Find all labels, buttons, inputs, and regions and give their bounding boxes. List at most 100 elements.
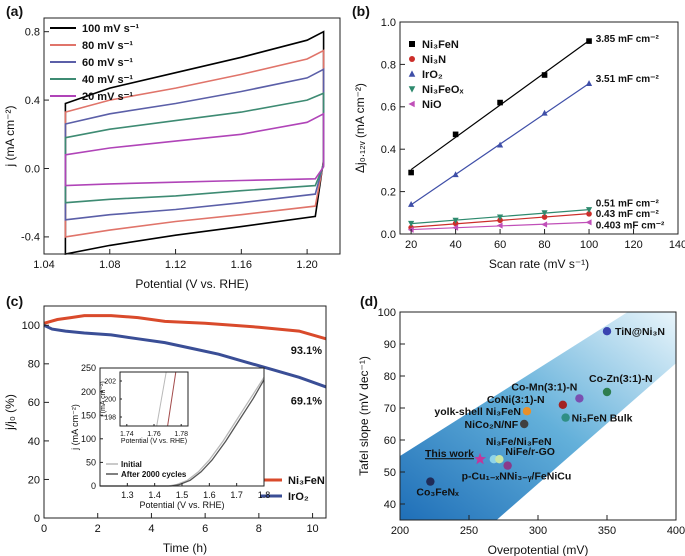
data-point bbox=[520, 419, 529, 429]
panel-c-xtick-label: 2 bbox=[95, 523, 101, 535]
cv-curve-20 bbox=[64, 112, 325, 187]
panel-b-xlabel: Scan rate (mV s⁻¹) bbox=[489, 257, 589, 271]
inset-xtick-label: 1.5 bbox=[176, 490, 189, 500]
data-point bbox=[408, 200, 415, 207]
zoom-ytick-label: 202 bbox=[104, 378, 116, 385]
legend-a-label: 40 mV s⁻¹ bbox=[82, 74, 133, 86]
panel-c-xtick-label: 0 bbox=[41, 523, 47, 535]
inset-ytick-label: 0 bbox=[91, 481, 96, 491]
legend-c-label: IrO₂ bbox=[288, 491, 309, 503]
point-label: Co₃FeNₓ bbox=[416, 487, 459, 499]
panel-d-xtick-label: 200 bbox=[391, 525, 409, 537]
zoom-xtick-label: 1.74 bbox=[120, 431, 134, 438]
inset-xlabel: Potential (V vs. RHE) bbox=[139, 500, 224, 510]
panel-a: (a) 1.04 1.08 1.12 1.16 1.20 -0.4 0.0 0.4 0.8 Pote… bbox=[3, 3, 341, 291]
panel-d-ytick-label: 80 bbox=[384, 371, 396, 383]
inset-xtick-label: 1.8 bbox=[258, 490, 271, 500]
end-label: 93.1% bbox=[291, 345, 322, 357]
inset-xtick-label: 1.3 bbox=[121, 490, 134, 500]
fit-slope-label: 0.403 mF cm⁻² bbox=[596, 220, 665, 231]
legend-b-label: Ni₃N bbox=[422, 54, 446, 66]
data-point bbox=[503, 461, 512, 470]
panel-b-xtick-label: 60 bbox=[494, 239, 506, 251]
panel-a-xtick-label: 1.04 bbox=[33, 259, 54, 271]
panel-b-xtick-label: 20 bbox=[405, 239, 417, 251]
data-point bbox=[602, 387, 612, 397]
inset-legend-label: Initial bbox=[121, 460, 142, 469]
data-point bbox=[575, 394, 584, 403]
zoom-ytick-label: 198 bbox=[104, 414, 116, 421]
panel-b-xtick-label: 40 bbox=[449, 239, 461, 251]
data-point bbox=[497, 99, 503, 106]
data-point bbox=[541, 210, 548, 217]
legend-a-label: 100 mV s⁻¹ bbox=[82, 23, 140, 35]
panel-c-ytick-label: 20 bbox=[28, 474, 40, 486]
panel-b-ytick-label: 1.0 bbox=[381, 17, 396, 29]
data-point bbox=[408, 169, 414, 176]
panel-b-xtick-label: 100 bbox=[580, 239, 598, 251]
point-label: NiFe/r-GO bbox=[505, 446, 555, 458]
data-point bbox=[585, 207, 593, 213]
panel-d-xtick-label: 400 bbox=[667, 525, 685, 537]
data-point bbox=[602, 327, 612, 336]
panel-c-xtick-label: 8 bbox=[256, 523, 262, 535]
panel-a-xtick-label: 1.12 bbox=[165, 259, 186, 271]
legend-b-label: Ni₃FeOₓ bbox=[422, 84, 464, 96]
point-label: TiN@Ni₃N bbox=[615, 326, 665, 338]
legend-b-marker bbox=[409, 56, 415, 62]
data-point bbox=[541, 109, 548, 116]
panel-a-frame bbox=[43, 17, 341, 255]
inset-ytick-label: 250 bbox=[81, 363, 96, 373]
panel-d-ylabel: Tafel slope (mV dec⁻¹) bbox=[357, 356, 371, 476]
data-point bbox=[522, 407, 532, 416]
panel-b-ytick-label: 0.4 bbox=[381, 144, 396, 156]
panel-a-xtick-label: 1.16 bbox=[231, 259, 252, 271]
panel-d: (d) TiN@Ni₃N Co-Zn(3:1)-N Co-Mn(3:1)-NCoNi(… bbox=[357, 293, 685, 556]
inset-curve bbox=[100, 379, 265, 487]
data-point bbox=[586, 38, 592, 44]
panel-b-ytick-label: 0.2 bbox=[381, 186, 396, 198]
panel-b-frame bbox=[399, 21, 679, 235]
point-label: yolk-shell Ni₃FeN bbox=[434, 406, 521, 418]
panel-c-xlabel: Time (h) bbox=[163, 541, 207, 555]
panel-d-ytick-label: 100 bbox=[378, 307, 396, 319]
panel-c-frame bbox=[43, 305, 327, 519]
legend-b-label: NiO bbox=[422, 99, 442, 111]
point-label: NiCo₂N/NF bbox=[465, 419, 519, 431]
panel-d-ytick-label: 50 bbox=[384, 467, 396, 479]
panel-d-xlabel: Overpotential (mV) bbox=[488, 543, 589, 556]
stability-curve bbox=[43, 323, 327, 389]
legend-b-label: Ni₃FeN bbox=[422, 39, 459, 51]
panel-c-ytick-label: 80 bbox=[28, 359, 40, 371]
inset-xtick-label: 1.7 bbox=[230, 490, 243, 500]
panel-b-xtick-label: 80 bbox=[538, 239, 550, 251]
inset-ylabel: j (mA cm⁻²) bbox=[70, 404, 80, 451]
panel-a-xlabel: Potential (V vs. RHE) bbox=[135, 277, 248, 291]
panel-c-xtick-label: 4 bbox=[148, 523, 154, 535]
panel-d-xtick-label: 250 bbox=[460, 525, 478, 537]
data-point bbox=[497, 141, 504, 148]
legend-b-label: IrO₂ bbox=[422, 69, 443, 81]
cv-curve-40 bbox=[64, 91, 325, 204]
fit-slope-label: 0.43 mF cm⁻² bbox=[596, 209, 660, 220]
panel-b-ylabel: Δj₀.₁₂ᵥ (mA cm⁻²) bbox=[353, 83, 367, 173]
zoom-xtick-label: 1.76 bbox=[147, 431, 161, 438]
data-point bbox=[452, 131, 459, 138]
inset-ytick-label: 150 bbox=[81, 410, 96, 420]
panel-c-ytick-label: 0 bbox=[34, 513, 40, 525]
panel-d-ytick-label: 40 bbox=[384, 499, 396, 511]
panel-label-d: (d) bbox=[360, 293, 378, 309]
inset-legend-label: After 2000 cycles bbox=[121, 470, 187, 479]
panel-label-c: (c) bbox=[6, 293, 23, 309]
point-label: Ni₃FeN Bulk bbox=[572, 413, 633, 425]
legend-c-label: Ni₃FeN bbox=[288, 475, 325, 487]
point-label: CoNi(3:1)-N bbox=[487, 394, 545, 406]
zoom-curve bbox=[156, 371, 167, 427]
point-label: Co-Mn(3:1)-N bbox=[511, 381, 577, 393]
fit-slope-label: 3.85 mF cm⁻² bbox=[596, 34, 660, 45]
point-label: p-Cu₁₋ₓNNi₃₋ᵧ/FeNiCu bbox=[462, 471, 572, 483]
data-point bbox=[561, 413, 570, 422]
panel-b-ytick-label: 0.8 bbox=[381, 59, 396, 71]
panel-b-xtick-label: 140 bbox=[669, 239, 685, 251]
